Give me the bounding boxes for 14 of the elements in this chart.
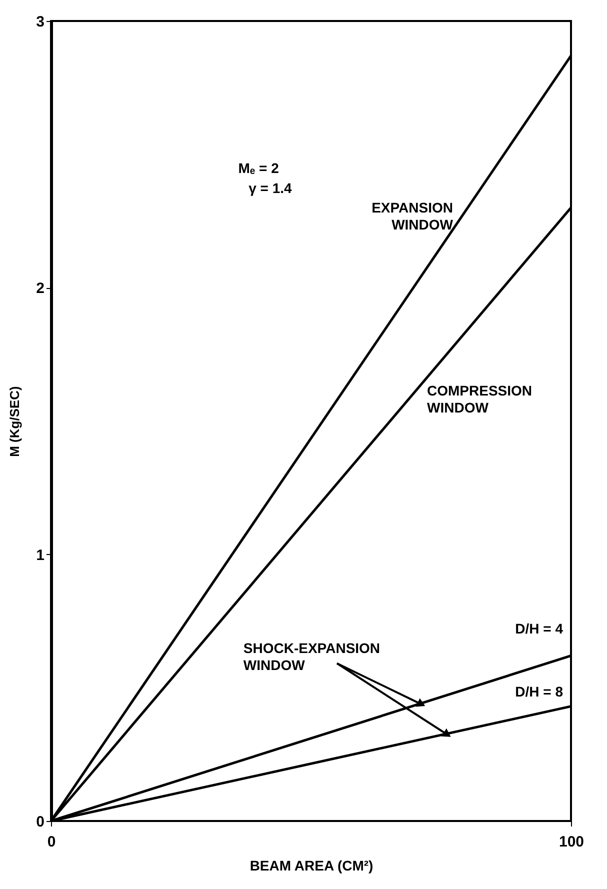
x-axis-title: BEAM AREA (CM²)	[250, 858, 374, 874]
annotation: Mₑ = 2	[238, 160, 280, 176]
y-tick-label: 2	[36, 280, 44, 298]
series-label: D/H = 8	[515, 683, 564, 700]
series-label: D/H = 4	[515, 620, 564, 637]
y-tick-label: 1	[36, 546, 44, 564]
annotation: γ = 1.4	[248, 180, 292, 196]
x-tick-label: 100	[558, 834, 584, 850]
series-label: COMPRESSION WINDOW	[427, 382, 532, 416]
y-axis-title: M (Kg/SEC)	[7, 386, 22, 457]
y-tick-label: 0	[36, 814, 44, 830]
y-tick-label: 3	[36, 14, 44, 30]
series-label: EXPANSION WINDOW	[372, 200, 454, 233]
annotation: SHOCK-EXPANSION WINDOW	[243, 640, 380, 673]
